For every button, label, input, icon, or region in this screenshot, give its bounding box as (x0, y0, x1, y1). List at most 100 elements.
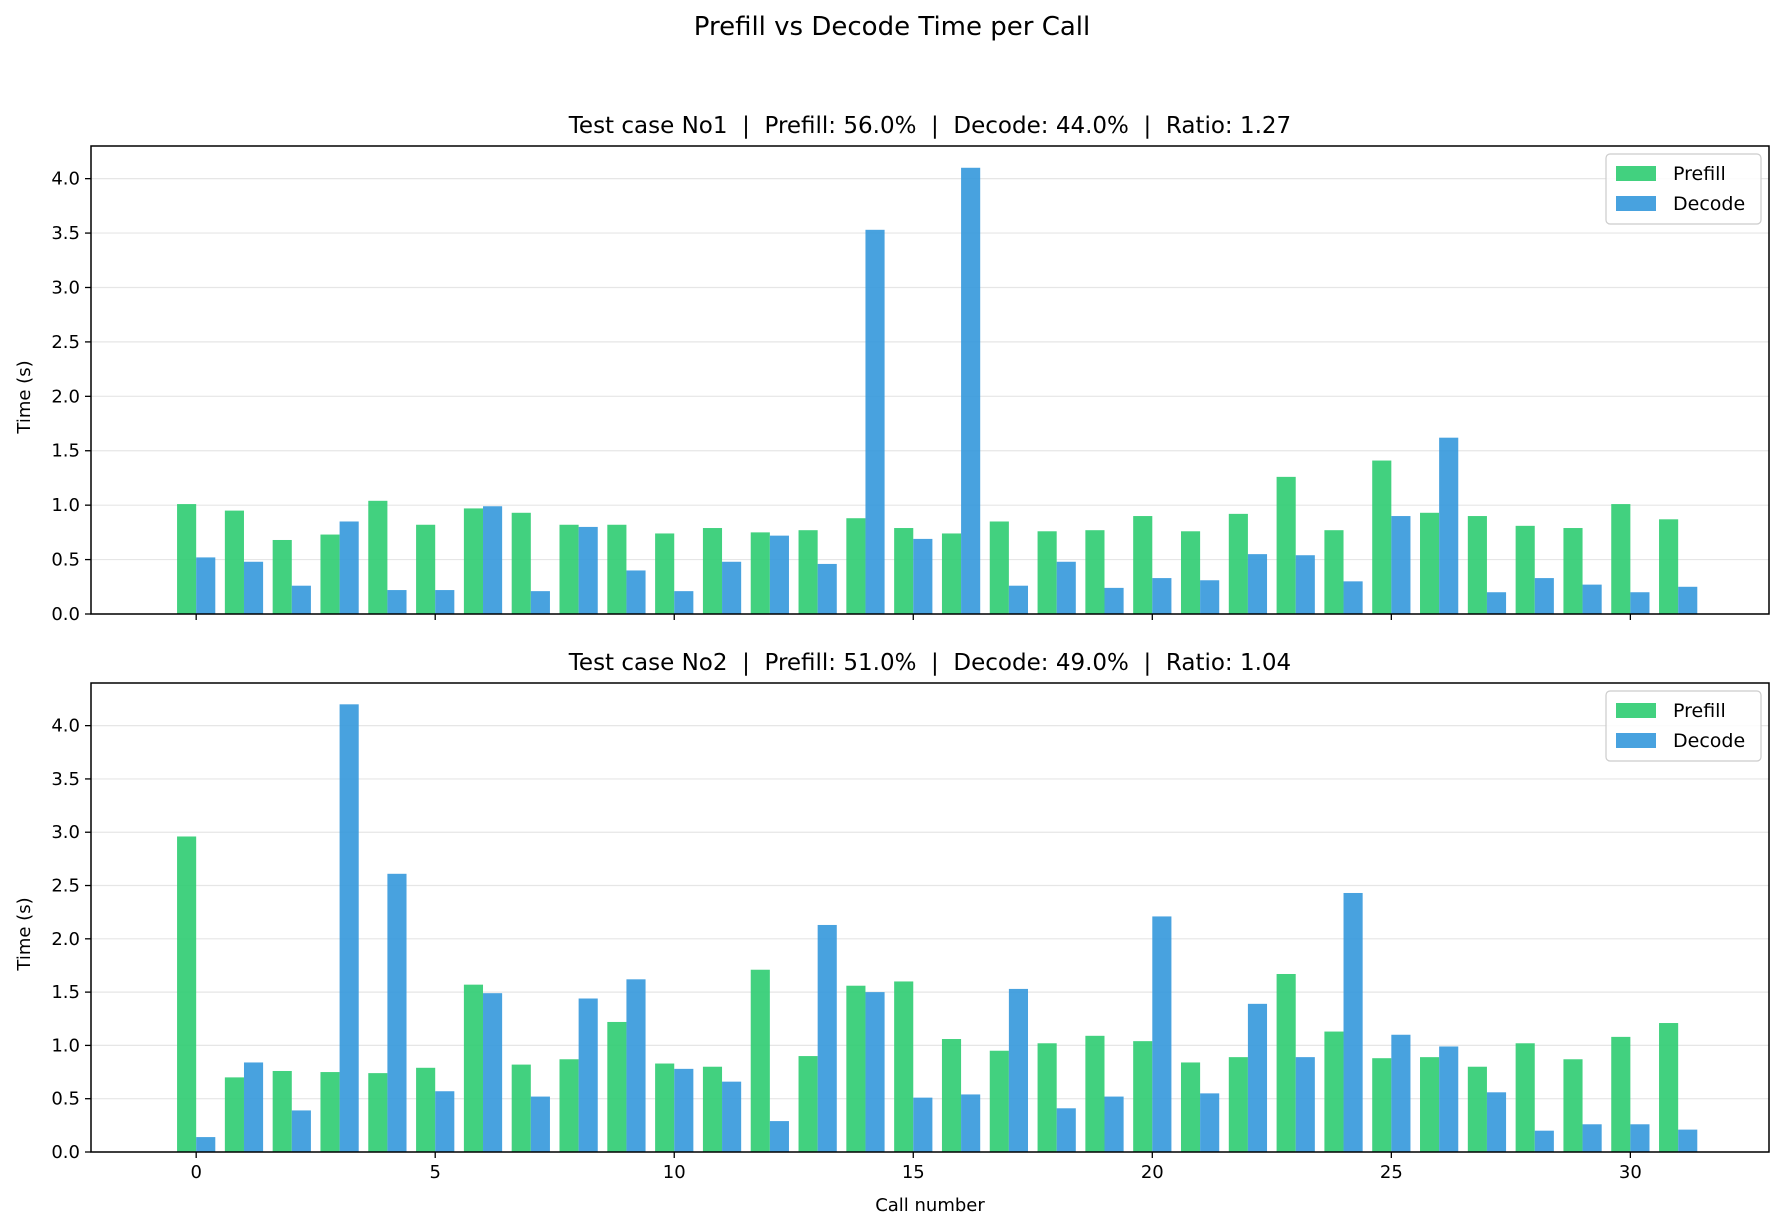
bar-prefill (1228, 1057, 1248, 1152)
bar-prefill (941, 1039, 962, 1152)
panel-2-ylabel: Time (s) (14, 897, 35, 971)
bar-prefill (463, 984, 484, 1152)
legend-label-prefill: Prefill (1673, 163, 1726, 185)
bar-prefill (846, 985, 866, 1152)
bar-decode (1534, 578, 1554, 614)
y-tick-label: 2.0 (51, 386, 80, 407)
bar-prefill (224, 1077, 244, 1152)
bar-decode (1391, 1034, 1411, 1152)
y-tick-label: 2.5 (51, 876, 80, 897)
bar-prefill (416, 1067, 436, 1152)
bar-decode (722, 1081, 742, 1152)
bar-prefill (894, 981, 914, 1152)
bar-decode (1200, 580, 1220, 614)
bar-decode (1247, 554, 1268, 614)
legend-swatch-decode (1616, 196, 1656, 211)
y-tick-label: 0.0 (51, 604, 80, 625)
bar-prefill (1420, 1057, 1440, 1152)
bar-decode (1343, 581, 1363, 614)
bar-prefill (655, 533, 675, 614)
panel-1-ylabel: Time (s) (14, 360, 35, 434)
y-tick-label: 3.5 (51, 769, 80, 790)
bar-decode (674, 591, 694, 614)
y-tick-label: 4.0 (51, 169, 80, 190)
panel-1-title: Test case No1 | Prefill: 56.0% | Decode:… (568, 113, 1291, 139)
bar-prefill (702, 528, 723, 614)
legend: Prefill Decode (1605, 153, 1762, 225)
bar-decode (578, 526, 598, 614)
bar-decode (1678, 586, 1698, 614)
bar-decode (1056, 561, 1076, 614)
x-tick-label: 5 (429, 1162, 440, 1183)
y-tick-label: 0.0 (51, 1142, 80, 1163)
x-tick-label: 30 (1619, 1162, 1642, 1183)
bar-decode (1439, 1046, 1459, 1152)
legend-label-decode: Decode (1673, 730, 1745, 752)
x-tick-label: 25 (1380, 1162, 1403, 1183)
x-tick-label: 10 (663, 1162, 686, 1183)
bar-decode (722, 561, 742, 614)
bar-decode (1630, 1124, 1650, 1152)
bar-prefill (1420, 512, 1440, 614)
bar-prefill (1085, 530, 1105, 614)
bar-decode (626, 570, 646, 614)
bar-prefill (1515, 1043, 1535, 1152)
bar-decode (913, 538, 933, 614)
bar-prefill (750, 969, 770, 1152)
bar-prefill (1037, 531, 1057, 614)
bar-decode (674, 1068, 694, 1152)
bar-prefill (272, 1070, 292, 1152)
x-tick-label: 20 (1141, 1162, 1164, 1183)
bar-prefill (1276, 973, 1296, 1152)
bar-decode (1295, 1057, 1315, 1152)
bar-prefill (1180, 1062, 1201, 1152)
bar-decode (435, 590, 455, 614)
panel-2-xlabel: Call number (875, 1195, 985, 1216)
bar-prefill (511, 512, 531, 614)
bar-decode (578, 998, 598, 1152)
legend-swatch-prefill (1616, 166, 1656, 181)
bar-decode (291, 585, 311, 614)
bar-prefill (941, 533, 962, 614)
panel-test-case-1: Test case No1 | Prefill: 56.0% | Decode:… (14, 113, 1770, 625)
bar-decode (1678, 1129, 1698, 1152)
bar-decode (817, 563, 837, 614)
y-tick-label: 1.0 (51, 495, 80, 516)
bar-decode (1391, 516, 1411, 614)
bar-decode (1056, 1108, 1076, 1152)
bar-decode (243, 1062, 264, 1152)
bar-decode (913, 1097, 933, 1152)
bar-prefill (559, 524, 579, 614)
bar-decode (1486, 1092, 1507, 1152)
bar-decode (1295, 555, 1315, 614)
bar-prefill (1085, 1035, 1105, 1152)
bar-decode (817, 924, 837, 1152)
bar-prefill (177, 504, 197, 614)
axes-frame (90, 145, 1770, 615)
bar-prefill (607, 1021, 627, 1152)
bar-prefill (798, 1056, 818, 1152)
bar-prefill (320, 534, 340, 614)
legend-label-prefill: Prefill (1673, 700, 1726, 722)
bar-decode (1104, 587, 1124, 614)
bar-prefill (1228, 513, 1248, 614)
bar-decode (1152, 578, 1172, 614)
y-tick-label: 0.5 (51, 550, 80, 571)
bar-prefill (846, 518, 866, 614)
bar-prefill (368, 1073, 388, 1152)
bar-decode (1534, 1130, 1554, 1152)
bar-prefill (1467, 1066, 1487, 1152)
legend: Prefill Decode (1605, 690, 1762, 762)
y-tick-label: 1.5 (51, 982, 80, 1003)
bar-prefill (655, 1063, 675, 1152)
bar-decode (339, 521, 359, 614)
bar-prefill (750, 532, 770, 614)
panel-2-title: Test case No2 | Prefill: 51.0% | Decode:… (568, 650, 1291, 676)
y-tick-label: 4.0 (51, 716, 80, 737)
y-tick-label: 3.0 (51, 822, 80, 843)
y-tick-label: 3.0 (51, 277, 80, 298)
bar-decode (1486, 592, 1507, 614)
y-tick-label: 1.5 (51, 441, 80, 462)
bar-decode (1439, 437, 1459, 614)
